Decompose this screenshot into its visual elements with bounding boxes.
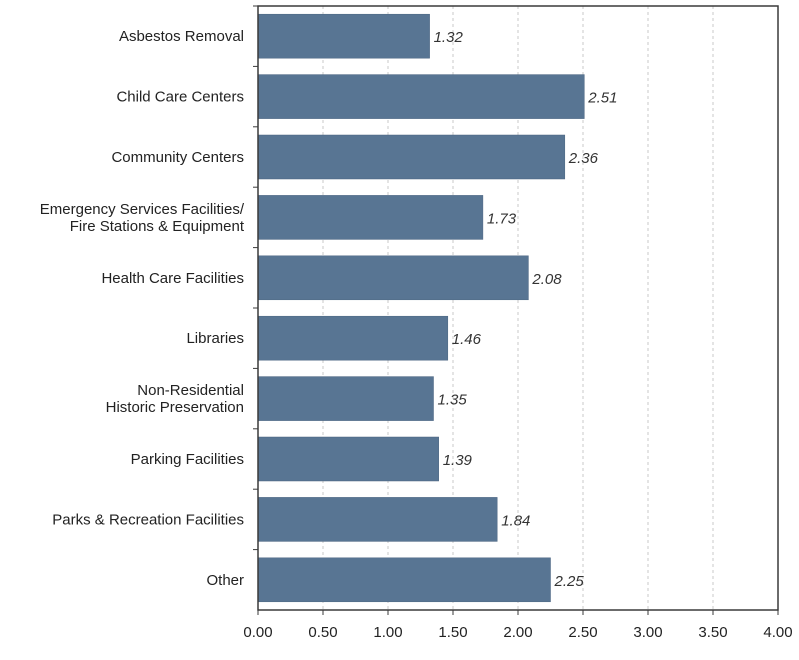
category-label-line: Parking Facilities xyxy=(131,451,244,468)
category-label: Health Care Facilities xyxy=(101,270,244,287)
value-label: 1.46 xyxy=(452,331,482,348)
bar xyxy=(257,195,484,240)
x-tick-label: 3.00 xyxy=(633,624,662,641)
plot-frame xyxy=(257,5,779,611)
category-label-line: Libraries xyxy=(186,330,244,347)
x-tick-label: 2.00 xyxy=(503,624,532,641)
category-label-line: Community Centers xyxy=(111,149,244,166)
value-label: 1.35 xyxy=(438,392,468,409)
category-label: Non-Residential Historic Preservation xyxy=(106,382,244,416)
gridlines xyxy=(322,6,714,610)
category-label-line: Asbestos Removal xyxy=(119,28,244,45)
x-axis-ticks: 0.00 0.50 1.00 1.50 2.00 2.50 3.00 3.50 4.00 xyxy=(243,5,793,641)
x-tick-label: 4.00 xyxy=(763,624,792,641)
bar xyxy=(257,376,434,421)
category-label: Parks & Recreation Facilities xyxy=(52,511,244,528)
category-label: Child Care Centers xyxy=(116,89,244,106)
value-label: 1.39 xyxy=(443,452,473,469)
bar xyxy=(257,13,430,59)
bars xyxy=(257,13,585,603)
value-label: 2.08 xyxy=(531,271,562,288)
category-label-line: Fire Stations & Equipment xyxy=(70,218,245,235)
x-tick-label: 0.50 xyxy=(308,624,337,641)
category-label-line: Parks & Recreation Facilities xyxy=(52,511,244,528)
value-label: 2.51 xyxy=(587,90,617,107)
category-label: Other xyxy=(206,572,244,589)
category-label: Community Centers xyxy=(111,149,244,166)
category-label: Asbestos Removal xyxy=(119,28,244,45)
bar xyxy=(257,436,439,482)
x-tick-label: 0.00 xyxy=(243,624,272,641)
x-tick-label: 3.50 xyxy=(698,624,727,641)
x-tick-label: 2.50 xyxy=(568,624,597,641)
bar xyxy=(257,315,449,361)
bar xyxy=(257,497,498,542)
bar xyxy=(257,74,585,119)
value-label: 1.32 xyxy=(434,29,464,46)
value-label: 2.36 xyxy=(568,150,599,167)
category-label-line: Child Care Centers xyxy=(116,89,244,106)
category-label-line: Other xyxy=(206,572,244,589)
value-label: 1.73 xyxy=(487,210,517,227)
category-label-line: Historic Preservation xyxy=(106,399,244,416)
category-label: Parking Facilities xyxy=(131,451,244,468)
bar xyxy=(257,255,529,301)
category-label: Emergency Services Facilities/Fire Stati… xyxy=(40,201,245,235)
value-label: 2.25 xyxy=(554,573,585,590)
category-label: Libraries xyxy=(186,330,244,347)
category-label-line: Emergency Services Facilities/ xyxy=(40,201,245,218)
bar xyxy=(257,134,566,180)
value-labels: 1.32 2.51 2.36 1.73 2.08 1.46 1.35 1.39 1.84 2.25 xyxy=(434,29,618,590)
bar xyxy=(257,557,551,603)
category-labels: Asbestos Removal Child Care Centers Commun… xyxy=(40,28,245,589)
x-tick-label: 1.00 xyxy=(373,624,402,641)
category-label-line: Non-Residential xyxy=(137,382,244,399)
x-tick-label: 1.50 xyxy=(438,624,467,641)
value-label: 1.84 xyxy=(501,512,530,529)
category-label-line: Health Care Facilities xyxy=(101,270,244,287)
